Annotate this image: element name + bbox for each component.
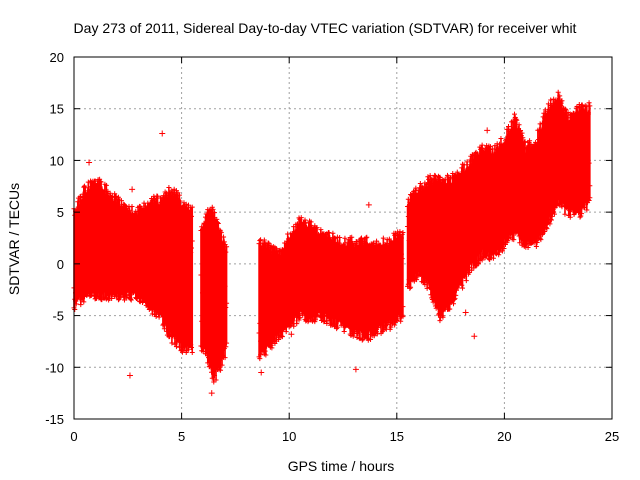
axes: 0 5 10 15 20 25 -15 -10 -5 0 5 10 15 20 [45,50,619,444]
x-tick-label: 15 [390,429,404,444]
series-segment [405,89,593,324]
y-tick-label: 5 [57,205,64,220]
outlier-point [129,186,136,193]
outlier-point [126,372,133,379]
y-tick-label: 10 [50,153,64,168]
outlier-point [288,331,295,338]
chart-title: Day 273 of 2011, Sidereal Day-to-day VTE… [74,20,577,36]
outlier-point [471,333,478,340]
outlier-point [258,369,265,376]
x-tick-label: 5 [178,429,185,444]
series-segment [71,176,195,355]
y-tick-label: 15 [50,102,64,117]
y-tick-label: -15 [45,412,64,427]
plot-frame [73,56,613,420]
outlier-point [365,201,372,208]
data-points [405,89,593,324]
outlier-point [159,130,166,137]
x-tick-label: 0 [70,429,77,444]
outlier-point [352,366,359,373]
x-tick-label: 10 [282,429,296,444]
data-points [256,215,406,362]
series-segment [256,215,406,362]
y-tick-label: 20 [50,50,64,65]
y-tick-label: 0 [57,257,64,272]
x-tick-label: 20 [497,429,511,444]
outlier-point [86,159,93,166]
data-points [198,204,230,385]
x-axis-label: GPS time / hours [288,458,395,474]
data-layer [71,89,593,397]
outlier-point [484,127,491,134]
outlier-point [462,309,469,316]
y-tick-label: -5 [52,309,64,324]
outlier-point [208,390,215,397]
y-tick-label: -10 [45,360,64,375]
y-axis-label: SDTVAR / TECUs [6,183,22,295]
x-tick-label: 25 [605,429,619,444]
series-segment [198,204,230,385]
